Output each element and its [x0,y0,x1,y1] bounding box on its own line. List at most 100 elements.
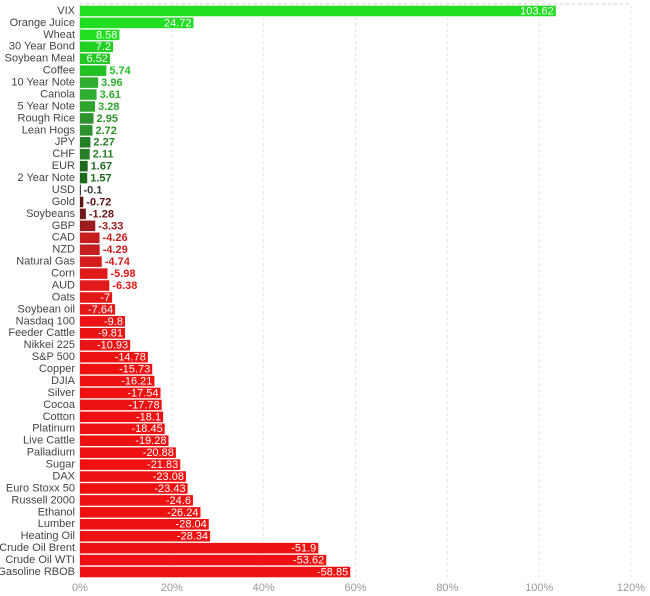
value-label: 2.11 [93,149,114,161]
value-label: -6.38 [112,280,137,292]
value-label: -58.85 [317,566,348,578]
x-tick-label: 120% [617,582,645,594]
bar [80,89,97,100]
bar [80,387,161,399]
value-label: 8.58 [96,29,117,41]
bar [80,244,100,255]
x-tick-label: 40% [253,582,275,594]
category-label: Lumber [38,518,76,530]
value-label: -18.1 [136,411,161,423]
bar [80,280,110,291]
value-label: -23.08 [153,471,184,483]
category-label: Live Cattle [23,435,75,447]
bar [80,351,148,363]
category-label: Coffee [43,65,75,77]
category-label: Soybeans [26,208,75,220]
bar [80,220,96,232]
category-label: JPY [55,136,76,148]
value-label: 24.72 [164,17,192,29]
value-label: -14.78 [115,352,146,364]
value-label: 5.74 [109,65,131,77]
category-label: Oats [52,291,76,303]
category-label: Silver [47,387,75,399]
bar [80,459,181,470]
value-label: 1.67 [91,161,112,173]
value-label: 103.62 [520,5,554,17]
category-label: Wheat [43,29,75,41]
bar [80,542,319,554]
category-label: 5 Year Note [18,100,76,112]
category-label: Nikkei 225 [24,339,75,351]
value-label: -28.04 [176,519,207,531]
value-label: -4.26 [103,232,128,244]
bar [80,530,211,542]
bar [80,160,88,172]
category-label: Rough Rice [18,112,75,124]
value-label: -17.78 [128,399,159,411]
category-label: Copper [39,363,75,375]
category-label: CAD [52,232,75,244]
value-label: -10.93 [97,340,128,352]
value-label: -5.98 [110,268,135,280]
bar [80,41,114,53]
bar [80,125,93,136]
category-label: Heating Oil [21,530,75,542]
bar [80,184,81,196]
category-label: GBP [52,220,75,232]
category-label: S&P 500 [32,351,75,363]
bar [80,507,201,518]
bar [80,256,102,267]
bar [80,148,90,160]
bar [80,435,169,446]
bar [80,208,86,220]
bar [80,232,100,244]
bar [80,495,193,506]
x-tick-label: 80% [436,582,458,594]
value-label: 6.52 [87,53,108,65]
value-label: -26.24 [167,507,198,519]
bar [80,65,107,76]
category-label: Orange Juice [10,17,75,29]
category-label: Soybean oil [18,303,76,315]
bar [80,292,113,303]
value-label: -9.81 [98,328,123,340]
x-tick-label: 20% [161,582,183,594]
bar [80,5,556,17]
category-label: Feeder Cattle [8,327,75,339]
value-label: -15.73 [119,364,150,376]
bar [80,328,126,339]
bar [80,316,125,327]
value-label: -7.64 [88,304,113,316]
bar [80,172,88,184]
category-label: Natural Gas [16,256,75,268]
value-label: 7.2 [96,41,111,53]
category-label: 10 Year Note [11,77,75,89]
bar [80,471,186,482]
value-label: -9.8 [104,316,123,328]
category-label: Canola [40,88,76,100]
category-label: 30 Year Bond [9,41,75,53]
category-label: Corn [51,268,75,280]
value-label: 3.61 [100,89,121,101]
value-label: -0.1 [83,184,102,196]
bar [80,268,108,279]
category-label: USD [52,184,75,196]
value-label: 2.27 [93,137,114,149]
category-label: Soybean Meal [5,53,75,65]
category-label: CHF [52,148,75,160]
value-label: -19.28 [135,435,166,447]
value-label: -51.9 [291,543,316,555]
category-label: AUD [52,279,75,291]
value-label: -3.33 [98,220,123,232]
value-label: -24.6 [166,495,191,507]
category-label: Sugar [46,459,76,471]
value-label: -16.21 [121,375,152,387]
value-label: -28.34 [177,531,208,543]
bar [80,101,96,112]
bar [80,399,162,411]
category-label: Cotton [43,411,75,423]
bar [80,411,164,423]
bar [80,304,116,315]
value-label: -17.54 [127,387,158,399]
